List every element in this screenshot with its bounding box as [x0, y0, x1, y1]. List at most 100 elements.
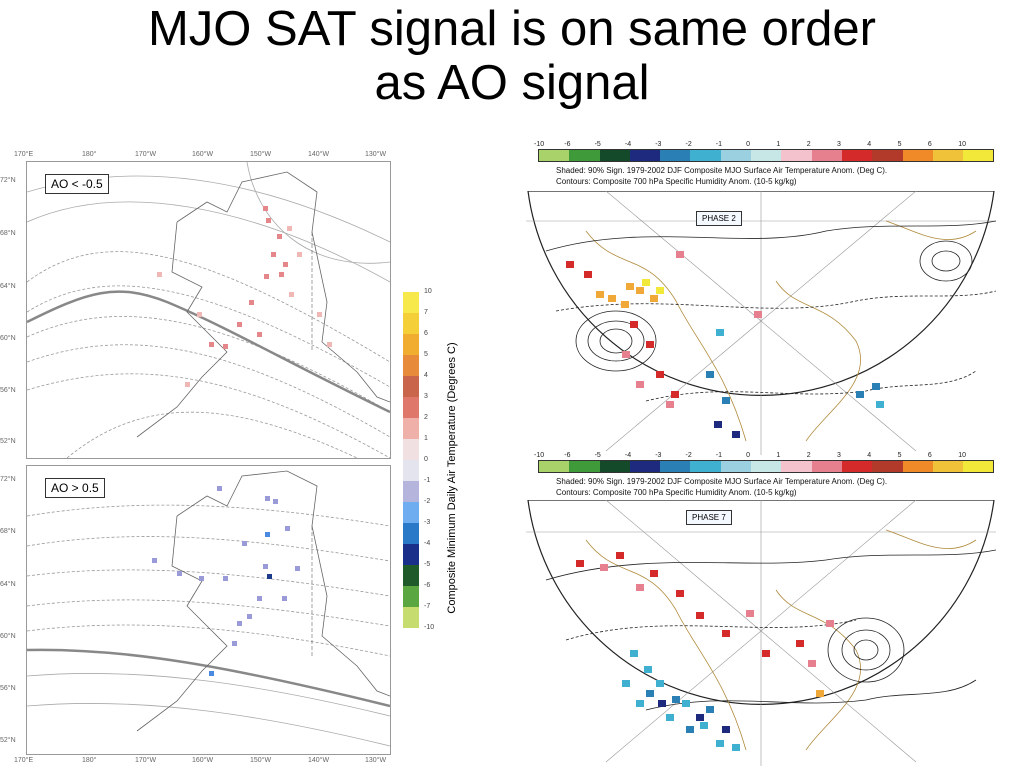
- scale-swatch: [932, 461, 964, 472]
- lat-label: 68°N: [0, 230, 16, 237]
- slide-title-line-2: as AO signal: [374, 56, 650, 110]
- scale-tick: 10: [958, 141, 966, 148]
- lat-label: 56°N: [0, 685, 16, 692]
- colorbar-tick: 1: [424, 435, 428, 442]
- scale-tick: -2: [685, 141, 692, 148]
- scale-swatch: [660, 461, 691, 472]
- lon-label: 150°W: [250, 151, 272, 158]
- scale-tick: -10: [534, 452, 545, 459]
- scale-swatch: [599, 150, 630, 161]
- lon-label: 180°: [82, 151, 97, 158]
- scale-tick: 2: [806, 452, 811, 459]
- caption-contours: Contours: Composite 700 hPa Specific Hum…: [556, 488, 797, 497]
- scale-tick: 6: [927, 452, 932, 459]
- slide-title: MJO SAT signal is on same order as AO si…: [0, 2, 1024, 110]
- ao-positive-map-panel: AO > 0.5: [26, 465, 391, 755]
- scale-swatch: [781, 461, 812, 472]
- colorbar-swatch: [403, 439, 419, 460]
- lat-label: 52°N: [0, 438, 16, 445]
- colorbar-swatch: [403, 397, 419, 418]
- ao-negative-map-panel: AO < -0.5: [26, 161, 391, 459]
- colorbar-tick: -4: [424, 540, 431, 547]
- scale-swatch: [629, 150, 661, 161]
- lat-label: 64°N: [0, 283, 16, 290]
- anomaly-scale-bar: [538, 460, 995, 473]
- lon-label: 160°W: [192, 151, 214, 158]
- scale-tick: 3: [837, 452, 841, 459]
- scale-tick: -6: [564, 141, 571, 148]
- scale-tick: 4: [867, 141, 872, 148]
- scale-tick: -5: [594, 141, 601, 148]
- lon-label: 130°W: [365, 151, 387, 158]
- scale-swatch: [751, 150, 782, 161]
- scale-swatch: [932, 150, 964, 161]
- scale-tick: -2: [685, 452, 692, 459]
- scale-swatch: [841, 461, 873, 472]
- scale-swatch: [539, 150, 570, 161]
- colorbar-tick: -1: [424, 477, 431, 484]
- lon-label: 140°W: [308, 151, 330, 158]
- scale-swatch: [902, 150, 933, 161]
- colorbar-swatch: [403, 292, 419, 313]
- phase-2-polar-map: [526, 191, 996, 455]
- scale-tick: -6: [564, 452, 571, 459]
- colorbar-tick: 10: [424, 288, 432, 295]
- scale-swatch: [963, 150, 994, 161]
- scale-tick: 1: [776, 141, 781, 148]
- colorbar-swatch: [403, 313, 419, 334]
- scale-tick: -1: [715, 452, 723, 459]
- lat-label: 56°N: [0, 387, 16, 394]
- lat-label: 60°N: [0, 633, 16, 640]
- scale-swatch: [629, 461, 661, 472]
- scale-tick: -3: [655, 141, 662, 148]
- colorbar-tick: 5: [424, 351, 428, 358]
- scale-tick: -4: [624, 141, 632, 148]
- scale-swatch: [811, 461, 842, 472]
- lon-label: 140°W: [308, 757, 330, 764]
- mjo-phase-7-panel: -10 -6 -5 -4 -3 -2 -1 0 1 2 3 4 5 6 10 Shaded: 90% Sig…: [526, 452, 996, 766]
- scale-tick: 0: [746, 141, 750, 148]
- lat-label: 52°N: [0, 737, 16, 744]
- scale-tick: 5: [897, 452, 902, 459]
- lon-label: 130°W: [365, 757, 387, 764]
- colorbar-swatch: [403, 544, 419, 565]
- scale-tick: 5: [897, 141, 902, 148]
- phase-7-label: PHASE 7: [686, 510, 732, 525]
- lon-label: 160°W: [192, 757, 214, 764]
- scale-swatch: [599, 461, 630, 472]
- colorbar-swatch: [403, 334, 419, 355]
- scale-tick: 10: [958, 452, 966, 459]
- scale-tick: 1: [776, 452, 781, 459]
- lon-label: 170°W: [135, 757, 157, 764]
- lat-label: 60°N: [0, 335, 16, 342]
- colorbar-swatch: [403, 355, 419, 376]
- caption-shaded: Shaded: 90% Sign. 1979-2002 DJF Composit…: [556, 477, 888, 486]
- scale-tick: 2: [806, 141, 811, 148]
- scale-swatch: [841, 150, 873, 161]
- scale-swatch: [660, 150, 691, 161]
- scale-tick: -3: [655, 452, 662, 459]
- colorbar-tick: -5: [424, 561, 431, 568]
- caption-shaded: Shaded: 90% Sign. 1979-2002 DJF Composit…: [556, 166, 888, 175]
- ao-positive-label: AO > 0.5: [45, 478, 105, 498]
- lon-label: 170°W: [135, 151, 157, 158]
- scale-swatch: [720, 461, 752, 472]
- scale-tick: -5: [594, 452, 601, 459]
- colorbar-tick: -2: [424, 498, 431, 505]
- colorbar-tick: 7: [424, 309, 428, 316]
- anomaly-scale-bar: [538, 149, 995, 162]
- colorbar-swatch: [403, 607, 419, 628]
- scale-swatch: [690, 150, 721, 161]
- colorbar-tick: 6: [424, 330, 428, 337]
- scale-swatch: [539, 461, 570, 472]
- colorbar-swatch: [403, 523, 419, 544]
- colorbar-swatch: [403, 502, 419, 523]
- colorbar-swatch: [403, 418, 419, 439]
- colorbar-tick: -3: [424, 519, 431, 526]
- mjo-phase-2-panel: -10 -6 -5 -4 -3 -2 -1 0 1 2 3 4 5 6 10 Shaded: 90% Sig…: [526, 141, 996, 455]
- colorbar-swatch: [403, 460, 419, 481]
- scale-swatch: [569, 461, 600, 472]
- phase-7-caption: Shaded: 90% Sign. 1979-2002 DJF Composit…: [556, 476, 887, 498]
- scale-swatch: [811, 150, 842, 161]
- scale-swatch: [872, 461, 903, 472]
